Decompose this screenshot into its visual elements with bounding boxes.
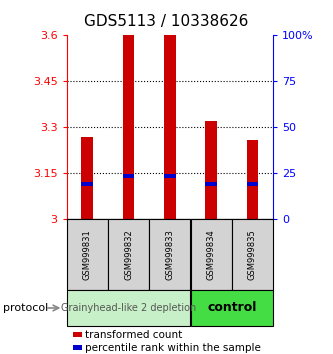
FancyBboxPatch shape <box>191 290 273 326</box>
Text: GSM999833: GSM999833 <box>165 229 174 280</box>
Text: transformed count: transformed count <box>85 330 182 339</box>
Bar <box>73 345 82 350</box>
Text: GSM999834: GSM999834 <box>206 229 216 280</box>
Text: percentile rank within the sample: percentile rank within the sample <box>85 343 261 353</box>
Text: control: control <box>207 302 256 314</box>
Bar <box>82 137 93 219</box>
FancyBboxPatch shape <box>108 219 149 290</box>
Bar <box>247 140 258 219</box>
FancyBboxPatch shape <box>150 219 190 290</box>
Bar <box>205 182 217 186</box>
Bar <box>164 35 175 219</box>
Text: Grainyhead-like 2 depletion: Grainyhead-like 2 depletion <box>61 303 196 313</box>
FancyBboxPatch shape <box>67 219 108 290</box>
Bar <box>82 182 93 186</box>
Text: GDS5113 / 10338626: GDS5113 / 10338626 <box>84 14 249 29</box>
FancyBboxPatch shape <box>191 219 231 290</box>
Bar <box>247 182 258 186</box>
Text: GSM999831: GSM999831 <box>83 229 92 280</box>
Text: protocol: protocol <box>3 303 49 313</box>
FancyBboxPatch shape <box>232 219 273 290</box>
FancyBboxPatch shape <box>67 290 190 326</box>
Bar <box>164 174 175 178</box>
Text: GSM999835: GSM999835 <box>248 229 257 280</box>
Bar <box>123 174 134 178</box>
Bar <box>205 121 217 219</box>
Bar <box>123 35 134 219</box>
Text: GSM999832: GSM999832 <box>124 229 133 280</box>
Bar <box>73 332 82 337</box>
